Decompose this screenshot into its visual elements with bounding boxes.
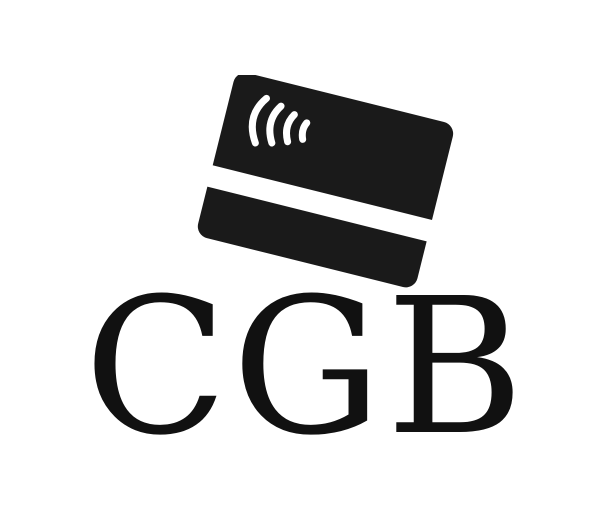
contactless-card-icon <box>195 75 454 288</box>
logo-wordmark: CGB <box>83 258 529 477</box>
